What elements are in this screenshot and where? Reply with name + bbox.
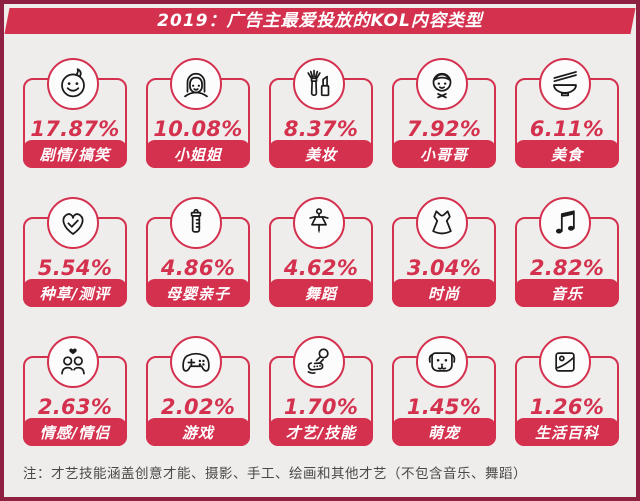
category-label: 游戏 — [181, 423, 214, 442]
category-card-outline: 4.86% 母婴亲子 — [146, 217, 250, 307]
category-card: 2.82% 音乐 — [515, 197, 619, 307]
category-percentage: 2.82% — [529, 256, 605, 280]
category-label: 剧情/搞笑 — [39, 145, 111, 164]
category-card: 1.26% 生活百科 — [515, 336, 619, 446]
category-label-badge: 剧情/搞笑 — [23, 140, 127, 168]
makeup-brush-lipstick-icon — [293, 58, 345, 110]
title-banner: 2019：广告主最爱投放的KOL内容类型 — [4, 8, 636, 34]
category-label-badge: 舞蹈 — [269, 279, 373, 307]
category-label: 生活百科 — [534, 423, 599, 442]
category-card-outline: 1.26% 生活百科 — [515, 356, 619, 446]
category-label-badge: 才艺/技能 — [269, 418, 373, 446]
category-card: 3.04% 时尚 — [392, 197, 496, 307]
category-percentage: 4.86% — [160, 256, 236, 280]
baby-bottle-icon — [170, 197, 222, 249]
category-label-badge: 情感/情侣 — [23, 418, 127, 446]
category-label: 种草/测评 — [39, 284, 111, 303]
smiley-face-icon — [47, 58, 99, 110]
category-card: 5.54% 种草/测评 — [23, 197, 127, 307]
category-label-badge: 母婴亲子 — [146, 279, 250, 307]
category-percentage: 17.87% — [30, 117, 120, 141]
category-label: 美食 — [550, 145, 583, 164]
category-percentage: 2.63% — [37, 395, 113, 419]
category-label: 美妆 — [304, 145, 337, 164]
category-card: 8.37% 美妆 — [269, 58, 373, 168]
category-percentage: 4.62% — [283, 256, 359, 280]
category-percentage: 2.02% — [160, 395, 236, 419]
category-label: 舞蹈 — [304, 284, 337, 303]
category-card: 4.62% 舞蹈 — [269, 197, 373, 307]
category-label-badge: 美食 — [515, 140, 619, 168]
microphone-hand-icon — [293, 336, 345, 388]
category-label: 小姐姐 — [173, 145, 222, 164]
category-percentage: 5.54% — [37, 256, 113, 280]
gamepad-icon — [170, 336, 222, 388]
category-percentage: 1.45% — [406, 395, 482, 419]
category-card: 7.92% 小哥哥 — [392, 58, 496, 168]
category-card: 1.45% 萌宠 — [392, 336, 496, 446]
category-label-badge: 小姐姐 — [146, 140, 250, 168]
category-card: 6.11% 美食 — [515, 58, 619, 168]
category-card: 2.02% 游戏 — [146, 336, 250, 446]
category-card: 2.63% 情感/情侣 — [23, 336, 127, 446]
dog-face-icon — [416, 336, 468, 388]
category-percentage: 3.04% — [406, 256, 482, 280]
category-label-badge: 游戏 — [146, 418, 250, 446]
category-label: 情感/情侣 — [39, 423, 111, 442]
category-percentage: 1.70% — [283, 395, 359, 419]
category-label-badge: 时尚 — [392, 279, 496, 307]
category-label-badge: 音乐 — [515, 279, 619, 307]
category-card: 1.70% 才艺/技能 — [269, 336, 373, 446]
category-label-badge: 生活百科 — [515, 418, 619, 446]
category-card: 10.08% 小姐姐 — [146, 58, 250, 168]
category-card-outline: 10.08% 小姐姐 — [146, 78, 250, 168]
page-title: 2019：广告主最爱投放的KOL内容类型 — [157, 11, 483, 31]
category-percentage: 10.08% — [153, 117, 243, 141]
couple-heart-icon — [47, 336, 99, 388]
category-label: 音乐 — [550, 284, 583, 303]
category-label: 小哥哥 — [419, 145, 468, 164]
photo-icon — [539, 336, 591, 388]
category-label-badge: 萌宠 — [392, 418, 496, 446]
dress-icon — [416, 197, 468, 249]
category-percentage: 1.26% — [529, 395, 605, 419]
category-percentage: 6.11% — [529, 117, 605, 141]
category-card-outline: 17.87% 剧情/搞笑 — [23, 78, 127, 168]
footnote: 注：才艺技能涵盖创意才能、摄影、手工、绘画和其他才艺（不包含音乐、舞蹈） — [23, 466, 527, 482]
category-card: 4.86% 母婴亲子 — [146, 197, 250, 307]
category-label: 母婴亲子 — [165, 284, 230, 303]
music-note-icon — [539, 197, 591, 249]
category-label: 才艺/技能 — [285, 423, 357, 442]
category-card-outline: 2.82% 音乐 — [515, 217, 619, 307]
category-label: 萌宠 — [427, 423, 460, 442]
category-card-outline: 7.92% 小哥哥 — [392, 78, 496, 168]
category-percentage: 8.37% — [283, 117, 359, 141]
category-label: 时尚 — [427, 284, 460, 303]
category-label-badge: 种草/测评 — [23, 279, 127, 307]
category-percentage: 7.92% — [406, 117, 482, 141]
boy-face-icon — [416, 58, 468, 110]
category-card-outline: 6.11% 美食 — [515, 78, 619, 168]
ballerina-icon — [293, 197, 345, 249]
kol-category-grid: 17.87% 剧情/搞笑 10.08% 小姐姐 8.37% 美妆 — [23, 58, 619, 446]
category-label-badge: 美妆 — [269, 140, 373, 168]
bowl-chopsticks-icon — [539, 58, 591, 110]
heart-check-icon — [47, 197, 99, 249]
category-card-outline: 2.63% 情感/情侣 — [23, 356, 127, 446]
category-card: 17.87% 剧情/搞笑 — [23, 58, 127, 168]
girl-face-icon — [170, 58, 222, 110]
category-label-badge: 小哥哥 — [392, 140, 496, 168]
